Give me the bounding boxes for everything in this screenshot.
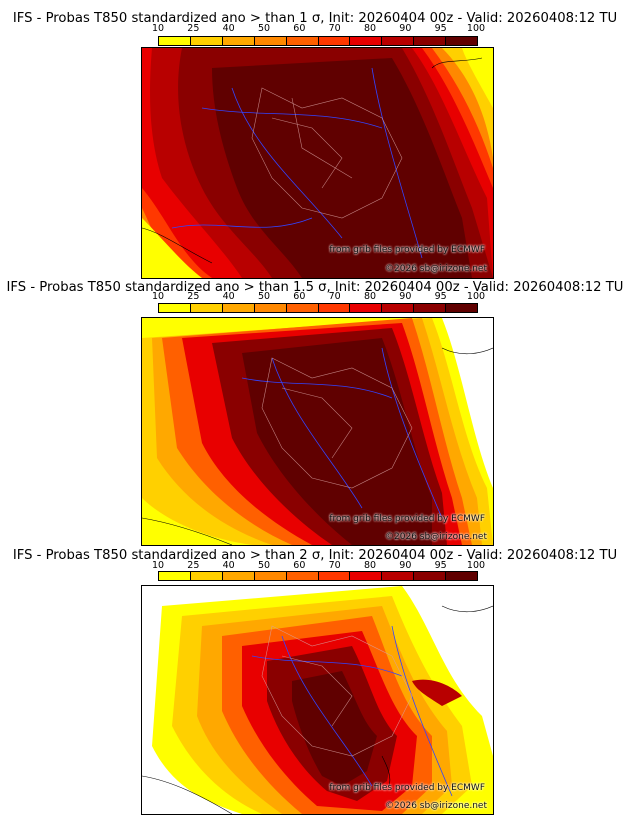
panel-2-colorbar-ticks: 10 25 40 50 60 70 80 90 95 100 [152, 291, 485, 303]
panel-3-credit-site: ©2026 sb@irizone.net [385, 801, 487, 811]
colorbar-swatch [318, 304, 351, 312]
colorbar-swatch [414, 572, 447, 580]
colorbar-swatch [159, 304, 191, 312]
colorbar-tick-label: 100 [466, 23, 486, 34]
colorbar-tick-label: 25 [187, 291, 200, 302]
colorbar-swatch [446, 304, 478, 312]
colorbar-tick-label: 70 [328, 23, 341, 34]
colorbar-swatch [159, 572, 191, 580]
colorbar-swatch [190, 304, 223, 312]
colorbar-tick-label: 100 [466, 560, 486, 571]
colorbar-swatch [318, 37, 351, 45]
colorbar-swatch [222, 304, 255, 312]
colorbar-swatch [254, 37, 287, 45]
panel-3-map [141, 585, 494, 815]
panel-3-credit-grib: from grib files provided by ECMWF [329, 783, 485, 793]
colorbar-tick-label: 60 [293, 560, 306, 571]
colorbar-swatch [190, 37, 223, 45]
panel-1-map [141, 47, 494, 279]
colorbar-swatch [414, 37, 447, 45]
panel-2-credit-grib: from grib files provided by ECMWF [329, 514, 485, 524]
panel-3-colorbar-ticks: 10 25 40 50 60 70 80 90 95 100 [152, 560, 485, 572]
colorbar-swatch [190, 572, 223, 580]
colorbar-swatch [350, 572, 383, 580]
colorbar-swatch [286, 304, 319, 312]
colorbar-swatch [446, 572, 478, 580]
colorbar-swatch [159, 37, 191, 45]
colorbar-tick-label: 80 [363, 560, 377, 571]
colorbar-tick-label: 80 [363, 23, 377, 34]
panel-1-credit-grib: from grib files provided by ECMWF [329, 245, 485, 255]
colorbar-tick-label: 40 [222, 560, 235, 571]
colorbar-tick-label: 25 [187, 560, 200, 571]
colorbar-tick-label: 80 [363, 291, 377, 302]
panel-2-map [141, 317, 494, 546]
colorbar-tick-label: 40 [222, 291, 235, 302]
colorbar-swatch [286, 37, 319, 45]
colorbar-swatch [350, 37, 383, 45]
colorbar-tick-label: 95 [434, 291, 447, 302]
colorbar-tick-label: 10 [151, 291, 165, 302]
colorbar-swatch [446, 37, 478, 45]
colorbar-swatch [414, 304, 447, 312]
colorbar-swatch [318, 572, 351, 580]
colorbar-tick-label: 95 [434, 560, 447, 571]
colorbar-swatch [222, 572, 255, 580]
colorbar-swatch [350, 304, 383, 312]
colorbar-swatch [254, 572, 287, 580]
colorbar-tick-label: 25 [187, 23, 200, 34]
colorbar-tick-label: 100 [466, 291, 486, 302]
colorbar-tick-label: 95 [434, 23, 447, 34]
panel-1-credit-site: ©2026 sb@irizone.net [385, 264, 487, 274]
colorbar-tick-label: 10 [151, 560, 165, 571]
colorbar-swatch [382, 304, 415, 312]
colorbar-tick-label: 90 [399, 291, 412, 302]
panel-2-credit-site: ©2026 sb@irizone.net [385, 532, 487, 542]
colorbar-tick-label: 60 [293, 23, 306, 34]
colorbar-tick-label: 90 [399, 23, 412, 34]
colorbar-swatch [254, 304, 287, 312]
panel-1-colorbar [158, 36, 478, 46]
panel-1-title: IFS - Probas T850 standardized ano > tha… [12, 11, 618, 26]
colorbar-tick-label: 90 [399, 560, 412, 571]
colorbar-tick-label: 50 [257, 560, 271, 571]
colorbar-tick-label: 50 [257, 23, 271, 34]
colorbar-swatch [286, 572, 319, 580]
colorbar-tick-label: 10 [151, 23, 165, 34]
colorbar-tick-label: 50 [257, 291, 271, 302]
colorbar-swatch [382, 37, 415, 45]
panel-3-title: IFS - Probas T850 standardized ano > tha… [12, 548, 618, 563]
colorbar-tick-label: 60 [293, 291, 306, 302]
colorbar-swatch [222, 37, 255, 45]
panel-2-colorbar [158, 303, 478, 313]
colorbar-swatch [382, 572, 415, 580]
colorbar-tick-label: 70 [328, 291, 341, 302]
colorbar-tick-label: 70 [328, 560, 341, 571]
colorbar-tick-label: 40 [222, 23, 235, 34]
panel-1-colorbar-ticks: 10 25 40 50 60 70 80 90 95 100 [152, 23, 485, 35]
panel-2-title: IFS - Probas T850 standardized ano > tha… [6, 280, 624, 295]
panel-3-colorbar [158, 571, 478, 581]
